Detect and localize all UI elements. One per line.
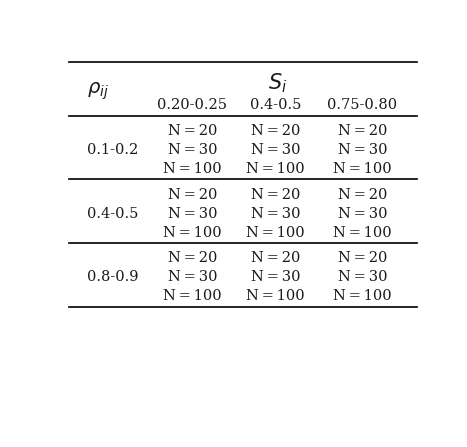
Text: N = 20: N = 20 bbox=[168, 124, 217, 138]
Text: 0.4-0.5: 0.4-0.5 bbox=[87, 207, 139, 221]
Text: N = 100: N = 100 bbox=[246, 289, 305, 304]
Text: 0.1-0.2: 0.1-0.2 bbox=[87, 143, 139, 157]
Text: N = 30: N = 30 bbox=[338, 143, 387, 157]
Text: N = 20: N = 20 bbox=[168, 251, 217, 266]
Text: N = 100: N = 100 bbox=[246, 162, 305, 176]
Text: N = 100: N = 100 bbox=[333, 162, 392, 176]
Text: N = 20: N = 20 bbox=[251, 251, 300, 266]
Text: N = 30: N = 30 bbox=[251, 207, 300, 221]
Text: N = 20: N = 20 bbox=[251, 188, 300, 202]
Text: $\rho_{ij}$: $\rho_{ij}$ bbox=[87, 81, 109, 102]
Text: N = 100: N = 100 bbox=[333, 289, 392, 304]
Text: N = 100: N = 100 bbox=[163, 162, 222, 176]
Text: N = 30: N = 30 bbox=[251, 270, 300, 284]
Text: 0.4-0.5: 0.4-0.5 bbox=[250, 98, 301, 112]
Text: N = 30: N = 30 bbox=[168, 143, 217, 157]
Text: N = 100: N = 100 bbox=[246, 226, 305, 240]
Text: N = 30: N = 30 bbox=[338, 207, 387, 221]
Text: N = 30: N = 30 bbox=[168, 207, 217, 221]
Text: 0.8-0.9: 0.8-0.9 bbox=[87, 270, 139, 284]
Text: N = 30: N = 30 bbox=[168, 270, 217, 284]
Text: N = 20: N = 20 bbox=[168, 188, 217, 202]
Text: N = 30: N = 30 bbox=[251, 143, 300, 157]
Text: N = 100: N = 100 bbox=[163, 226, 222, 240]
Text: N = 20: N = 20 bbox=[338, 124, 387, 138]
Text: N = 100: N = 100 bbox=[333, 226, 392, 240]
Text: N = 20: N = 20 bbox=[338, 188, 387, 202]
Text: N = 100: N = 100 bbox=[163, 289, 222, 304]
Text: N = 30: N = 30 bbox=[338, 270, 387, 284]
Text: N = 20: N = 20 bbox=[338, 251, 387, 266]
Text: 0.75-0.80: 0.75-0.80 bbox=[327, 98, 397, 112]
Text: N = 20: N = 20 bbox=[251, 124, 300, 138]
Text: $\mathit{S}_{i}$: $\mathit{S}_{i}$ bbox=[268, 71, 287, 95]
Text: 0.20-0.25: 0.20-0.25 bbox=[157, 98, 227, 112]
